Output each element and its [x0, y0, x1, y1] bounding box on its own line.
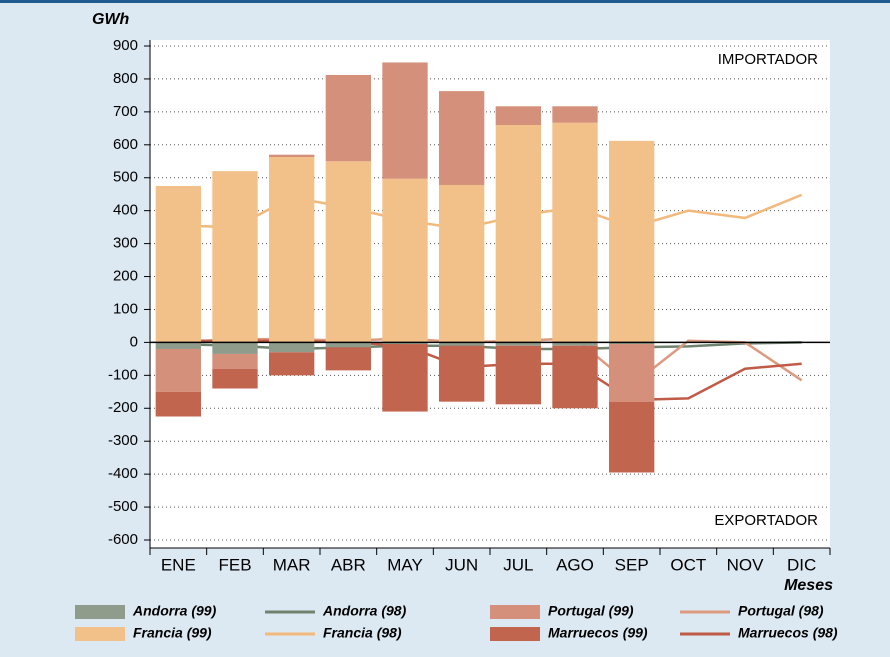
legend-swatch	[75, 627, 125, 641]
legend-label: Francia (98)	[323, 625, 402, 641]
y-tick-label: 400	[113, 202, 138, 219]
bar	[212, 368, 258, 389]
bar	[269, 342, 315, 353]
bar	[552, 122, 598, 343]
bar	[495, 345, 541, 405]
legend-swatch	[490, 627, 540, 641]
x-tick-label: DIC	[787, 555, 816, 574]
top-border	[0, 0, 890, 3]
x-axis-label: Meses	[784, 577, 833, 594]
y-tick-label: -200	[108, 399, 138, 416]
bar	[269, 154, 315, 157]
bar	[269, 156, 315, 343]
x-tick-label: ENE	[161, 555, 196, 574]
x-tick-label: ABR	[331, 555, 366, 574]
bar	[552, 342, 598, 346]
x-tick-label: JUL	[503, 555, 533, 574]
x-tick-label: FEB	[218, 555, 251, 574]
bar	[212, 342, 258, 354]
x-tick-label: MAR	[273, 555, 311, 574]
bar	[155, 348, 201, 392]
legend-label: Andorra (98)	[322, 603, 407, 619]
x-tick-label: SEP	[615, 555, 649, 574]
bar	[382, 62, 428, 179]
legend-label: Marruecos (98)	[738, 625, 838, 641]
bar	[325, 74, 371, 162]
bar	[382, 178, 428, 343]
legend-label: Francia (99)	[133, 625, 212, 641]
bar	[495, 342, 541, 346]
y-tick-label: 700	[113, 103, 138, 120]
bar	[212, 353, 258, 369]
legend-label: Portugal (98)	[738, 603, 824, 619]
bar	[439, 342, 485, 346]
plot-area	[150, 40, 830, 548]
y-tick-label: 900	[113, 37, 138, 54]
bar	[269, 352, 315, 376]
bar	[495, 106, 541, 126]
x-tick-label: JUN	[445, 555, 478, 574]
legend-label: Andorra (99)	[132, 603, 217, 619]
legend-label: Portugal (99)	[548, 603, 634, 619]
y-tick-label: 800	[113, 70, 138, 87]
y-tick-label: -100	[108, 366, 138, 383]
y-tick-label: 300	[113, 235, 138, 252]
legend-label: Marruecos (99)	[548, 625, 648, 641]
bar	[552, 345, 598, 409]
bar	[382, 342, 428, 345]
bar	[325, 342, 371, 348]
y-tick-label: -600	[108, 531, 138, 548]
bar	[325, 347, 371, 371]
x-tick-label: MAY	[387, 555, 423, 574]
bar	[609, 140, 655, 343]
y-tick-label: 500	[113, 169, 138, 186]
bar	[325, 161, 371, 343]
y-tick-label: 600	[113, 136, 138, 153]
bar	[609, 342, 655, 345]
bar	[439, 345, 485, 402]
y-tick-label: 200	[113, 268, 138, 285]
annotation: IMPORTADOR	[718, 51, 818, 68]
y-tick-label: -300	[108, 432, 138, 449]
x-tick-label: NOV	[727, 555, 765, 574]
annotation: EXPORTADOR	[714, 512, 818, 529]
bar	[609, 401, 655, 473]
y-tick-label: 0	[130, 333, 138, 350]
bar	[439, 184, 485, 343]
y-tick-label: -500	[108, 498, 138, 515]
legend-swatch	[490, 605, 540, 619]
y-tick-label: -400	[108, 465, 138, 482]
y-axis-label: GWh	[92, 11, 130, 28]
bar	[155, 342, 201, 349]
bar	[155, 391, 201, 417]
bar	[495, 125, 541, 343]
bar	[155, 185, 201, 343]
legend-swatch	[75, 605, 125, 619]
bar	[609, 344, 655, 402]
bar	[552, 106, 598, 123]
y-tick-label: 100	[113, 300, 138, 317]
bar	[382, 344, 428, 412]
x-tick-label: AGO	[556, 555, 594, 574]
bar	[212, 171, 258, 343]
x-tick-label: OCT	[670, 555, 706, 574]
bar	[439, 91, 485, 185]
